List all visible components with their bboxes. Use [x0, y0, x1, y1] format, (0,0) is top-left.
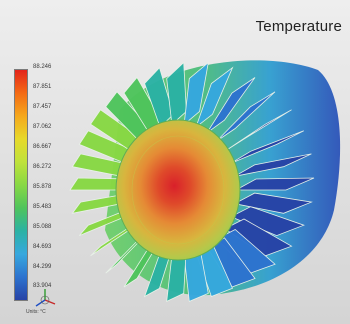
legend-label: 86.272: [33, 164, 52, 170]
heatsink-fin: [183, 61, 209, 126]
legend-label: 86.667: [33, 144, 52, 150]
units-label: Units: °C: [26, 309, 46, 315]
heatsink-fin: [166, 61, 187, 126]
legend-label: 87.062: [33, 124, 52, 130]
heatsink-fin: [195, 66, 234, 129]
heatsink-fin: [233, 192, 313, 214]
legend-label: 87.851: [33, 84, 52, 90]
legend-label: 83.904: [33, 283, 52, 289]
legend-label: 85.088: [33, 224, 52, 230]
result-title: Temperature: [255, 18, 342, 35]
heatsink-core-face: [115, 119, 241, 261]
heatsink-fin: [216, 91, 276, 142]
heatsink-fin: [230, 130, 304, 164]
legend-label: 85.483: [33, 204, 52, 210]
legend-label: 87.457: [33, 104, 52, 110]
legend-label: 88.246: [33, 64, 52, 70]
temperature-legend-labels: 88.246 87.851 87.457 87.062 86.667 86.27…: [33, 64, 93, 289]
temperature-legend-bar: [14, 69, 28, 301]
legend-label: 84.299: [33, 264, 52, 270]
legend-label: 84.693: [33, 244, 52, 250]
heatsink-fin: [206, 77, 256, 134]
legend-label: 85.878: [33, 184, 52, 190]
heatsink-fin: [234, 153, 312, 177]
axis-triad-icon: [35, 289, 56, 307]
heatsink-fin: [235, 177, 315, 191]
heatsink-fin: [144, 66, 174, 128]
heatsink-fin: [224, 109, 292, 152]
